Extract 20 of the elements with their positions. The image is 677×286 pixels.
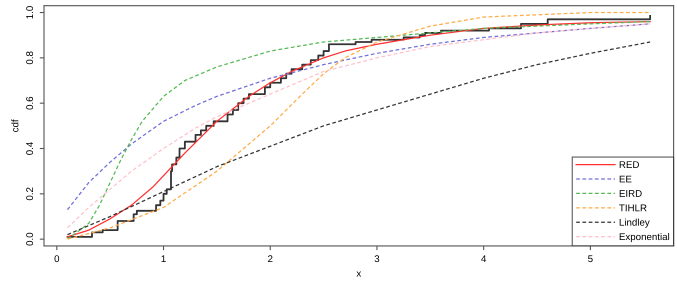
y-tick-label: 0.0 [26,232,34,246]
y-tick-label: 0.8 [26,52,34,64]
x-tick-label: 1 [162,255,166,262]
x-tick-label: 4 [481,255,486,262]
x-axis-title: x [356,272,362,277]
x-tick-label: 0 [54,255,60,262]
y-axis-title: cdf [11,119,18,132]
legend-label: Lindley [620,218,650,228]
y-tick-label: 0.6 [26,96,34,110]
y-tick-label: 0.2 [26,188,34,200]
y-tick-label: 1.0 [26,6,34,19]
legend-label: EIRD [620,190,642,197]
x-tick-label: 5 [588,255,593,262]
x-tick-label: 2 [268,255,272,262]
legend-label: EE [620,176,632,182]
y-tick-label: 0.4 [26,142,34,155]
legend-label: RED [620,161,639,168]
legend-label: TIHLR [619,204,647,212]
x-tick-label: 3 [374,255,380,262]
legend-label: Exponential [620,233,670,242]
